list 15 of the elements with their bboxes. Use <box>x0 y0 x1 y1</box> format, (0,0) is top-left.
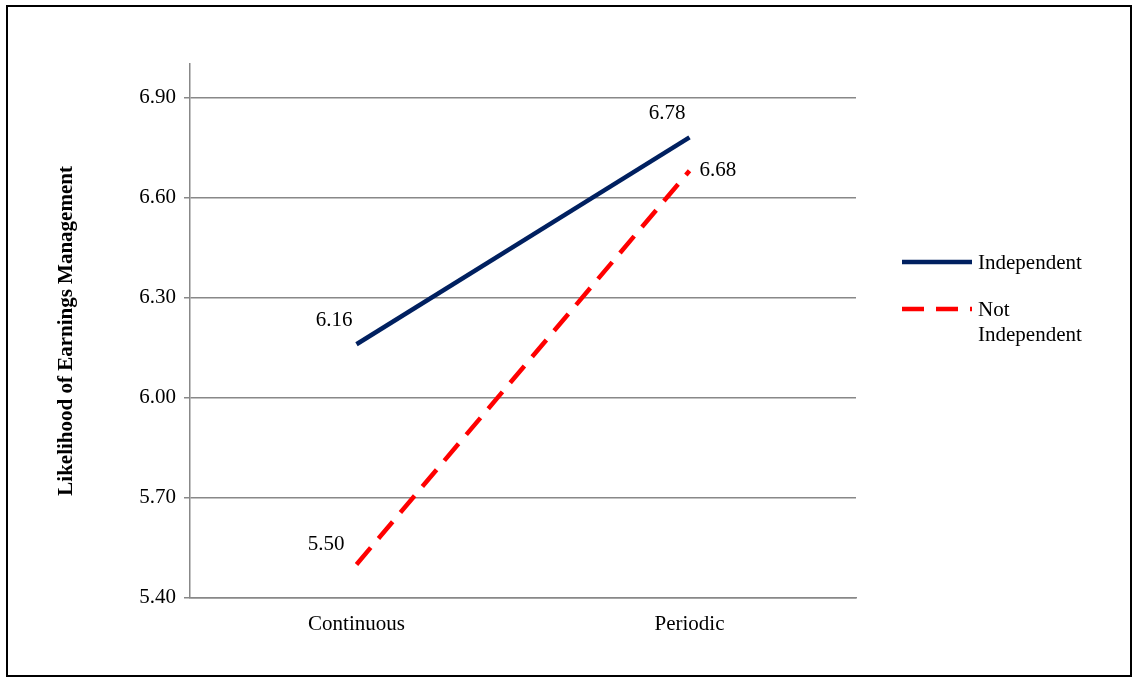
data-label: 6.16 <box>315 306 353 331</box>
y-axis-title: Likelihood of Earnings Management <box>53 166 78 496</box>
legend-label: Not Independent <box>978 297 1083 347</box>
y-tick-label: 6.60 <box>139 183 176 208</box>
y-tick-label: 6.00 <box>139 384 176 409</box>
data-label: 5.50 <box>307 530 345 555</box>
legend-label: Independent <box>978 250 1083 275</box>
data-label: 6.68 <box>699 157 737 182</box>
y-tick-label: 5.70 <box>139 484 176 509</box>
x-tick-label: Continuous <box>308 610 405 635</box>
y-tick-label: 6.30 <box>139 284 176 309</box>
y-tick-label: 5.40 <box>139 584 176 609</box>
x-tick-label: Periodic <box>654 610 725 635</box>
y-tick-label: 6.90 <box>139 83 176 108</box>
data-label: 6.78 <box>648 99 686 124</box>
